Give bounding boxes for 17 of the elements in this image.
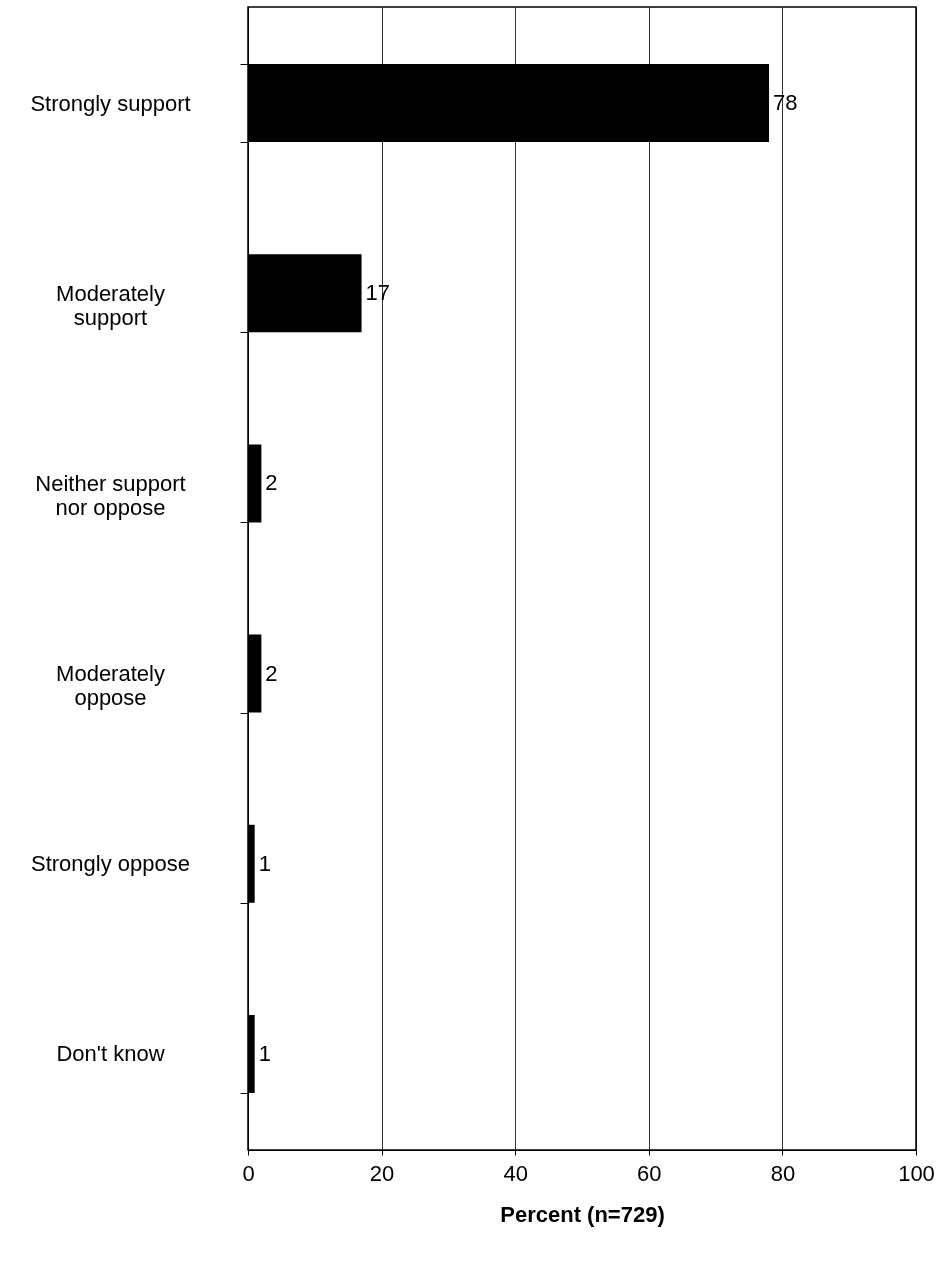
- x-axis-title: Percent (n=729): [500, 1201, 665, 1227]
- x-tick-label: 20: [369, 1160, 395, 1186]
- x-tick-label: 40: [503, 1160, 528, 1186]
- data-label: 2: [265, 660, 278, 686]
- x-tick-label: 80: [770, 1160, 796, 1186]
- x-tick-label: 60: [637, 1160, 662, 1186]
- y-tick-label: Moderately oppose: [56, 661, 165, 711]
- y-tick-label: Strongly oppose: [31, 851, 190, 877]
- y-tick-label: Moderately support: [56, 280, 165, 330]
- data-label: 1: [258, 1040, 271, 1066]
- y-tick-label: Strongly support: [30, 90, 191, 116]
- x-tick-label: 0: [242, 1160, 255, 1186]
- data-label: 2: [265, 470, 278, 496]
- y-tick-label: Neither support nor oppose: [35, 470, 186, 520]
- y-tick-label: Don't know: [56, 1041, 165, 1067]
- x-tick-label: 100: [898, 1160, 935, 1186]
- data-label: 1: [258, 850, 271, 876]
